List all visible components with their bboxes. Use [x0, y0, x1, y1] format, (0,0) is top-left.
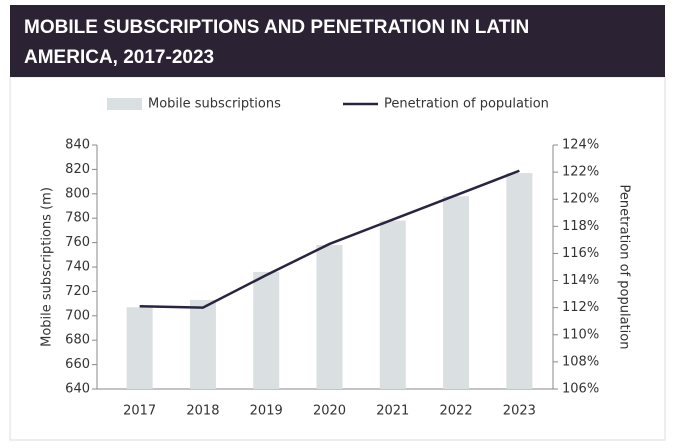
chart-title: AMERICA, 2017-2023 — [24, 47, 214, 68]
y-tick-label: 640 — [65, 382, 90, 397]
legend-label: Penetration of population — [384, 97, 549, 112]
legend-swatch — [107, 98, 142, 110]
y-axis-label: Mobile subscriptions (m) — [40, 187, 55, 347]
y2-tick-label: 120% — [562, 192, 599, 207]
y-tick-label: 840 — [65, 138, 90, 153]
x-tick-label: 2020 — [313, 404, 346, 419]
x-tick-label: 2019 — [250, 404, 283, 419]
bar — [443, 196, 470, 389]
y-tick-label: 820 — [65, 162, 90, 177]
line — [139, 169, 520, 309]
bar — [506, 173, 533, 389]
y2-axis-label: Penetration of population — [617, 185, 632, 350]
y-tick-label: 800 — [65, 186, 90, 201]
y2-tick-label: 122% — [562, 165, 599, 180]
bar — [316, 245, 343, 389]
x-tick-label: 2023 — [503, 404, 536, 419]
x-tick-label: 2022 — [440, 404, 473, 419]
y-tick-label: 700 — [65, 308, 90, 323]
y2-tick-label: 116% — [562, 246, 599, 261]
y2-tick-label: 124% — [562, 138, 599, 153]
x-tick-label: 2017 — [123, 404, 156, 419]
bar — [253, 271, 280, 389]
y2-tick-label: 108% — [562, 354, 599, 369]
y-tick-label: 740 — [65, 260, 90, 275]
chart-title: MOBILE SUBSCRIPTIONS AND PENETRATION IN … — [24, 17, 529, 38]
header — [10, 5, 665, 77]
y-tick-label: 780 — [65, 211, 90, 226]
bar — [126, 307, 153, 389]
y2-tick-label: 118% — [562, 219, 599, 234]
y2-tick-label: 106% — [562, 382, 599, 397]
y2-tick-label: 112% — [562, 300, 599, 315]
y2-tick-label: 110% — [562, 327, 599, 342]
y-tick-label: 720 — [65, 284, 90, 299]
bar — [379, 220, 406, 389]
x-tick-label: 2021 — [376, 404, 409, 419]
y-tick-label: 680 — [65, 333, 90, 348]
x-tick-label: 2018 — [186, 404, 219, 419]
y-tick-label: 760 — [65, 235, 90, 250]
legend-label: Mobile subscriptions — [148, 97, 281, 112]
bar — [189, 299, 216, 389]
y-tick-label: 660 — [65, 357, 90, 372]
y2-tick-label: 114% — [562, 273, 599, 288]
